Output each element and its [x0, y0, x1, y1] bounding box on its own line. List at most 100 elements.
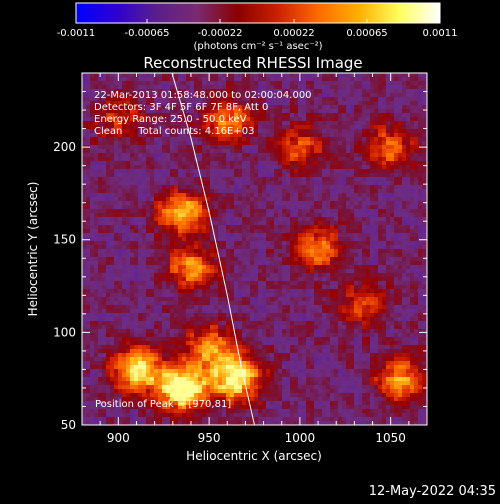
heatmap-cell: [174, 185, 178, 189]
heatmap-cell: [374, 109, 378, 113]
heatmap-cell: [414, 157, 418, 161]
heatmap-cell: [190, 161, 194, 165]
heatmap-cell: [82, 77, 86, 81]
heatmap-cell: [206, 253, 210, 257]
heatmap-cell: [418, 77, 422, 81]
heatmap-cell: [350, 185, 354, 189]
heatmap-cell: [386, 189, 390, 193]
heatmap-cell: [346, 269, 350, 273]
heatmap-cell: [98, 161, 102, 165]
heatmap-cell: [358, 253, 362, 257]
heatmap-cell: [394, 121, 398, 125]
heatmap-cell: [130, 141, 134, 145]
heatmap-cell: [330, 193, 334, 197]
heatmap-cell: [142, 201, 146, 205]
heatmap-cell: [358, 109, 362, 113]
heatmap-cell: [278, 201, 282, 205]
heatmap-cell: [134, 149, 138, 153]
heatmap-cell: [278, 289, 282, 293]
heatmap-cell: [338, 181, 342, 185]
heatmap-cell: [402, 277, 406, 281]
heatmap-cell: [406, 85, 410, 89]
heatmap-cell: [142, 225, 146, 229]
heatmap-cell: [82, 161, 86, 165]
heatmap-cell: [186, 85, 190, 89]
heatmap-cell: [326, 125, 330, 129]
heatmap-cell: [146, 161, 150, 165]
heatmap-cell: [150, 265, 154, 269]
heatmap-cell: [346, 249, 350, 253]
heatmap-cell: [154, 193, 158, 197]
heatmap-cell: [218, 205, 222, 209]
heatmap-cell: [246, 157, 250, 161]
heatmap-cell: [402, 261, 406, 265]
heatmap-cell: [330, 189, 334, 193]
heatmap-cell: [118, 177, 122, 181]
heatmap-cell: [186, 189, 190, 193]
heatmap-cell: [230, 285, 234, 289]
heatmap-cell: [330, 253, 334, 257]
heatmap-cell: [414, 249, 418, 253]
heatmap-cell: [374, 125, 378, 129]
heatmap-cell: [334, 133, 338, 137]
heatmap-cell: [234, 233, 238, 237]
heatmap-cell: [130, 301, 134, 305]
heatmap-cell: [406, 201, 410, 205]
heatmap-cell: [414, 277, 418, 281]
heatmap-cell: [398, 157, 402, 161]
heatmap-cell: [358, 117, 362, 121]
heatmap-cell: [266, 265, 270, 269]
heatmap-cell: [110, 237, 114, 241]
heatmap-cell: [314, 261, 318, 265]
heatmap-cell: [254, 229, 258, 233]
heatmap-cell: [334, 193, 338, 197]
heatmap-cell: [130, 285, 134, 289]
heatmap-cell: [146, 197, 150, 201]
heatmap-cell: [202, 241, 206, 245]
heatmap-cell: [266, 185, 270, 189]
heatmap-cell: [342, 125, 346, 129]
heatmap-cell: [414, 181, 418, 185]
heatmap-cell: [110, 185, 114, 189]
heatmap-cell: [338, 97, 342, 101]
heatmap-cell: [226, 281, 230, 285]
heatmap-cell: [122, 261, 126, 265]
heatmap-cell: [90, 293, 94, 297]
heatmap-cell: [166, 173, 170, 177]
heatmap-cell: [330, 181, 334, 185]
heatmap-cell: [402, 165, 406, 169]
heatmap-cell: [106, 137, 110, 141]
heatmap-cell: [138, 197, 142, 201]
heatmap-cell: [202, 261, 206, 265]
heatmap-cell: [378, 193, 382, 197]
heatmap-cell: [374, 153, 378, 157]
heatmap-cell: [318, 217, 322, 221]
heatmap-cell: [406, 145, 410, 149]
heatmap-cell: [222, 173, 226, 177]
heatmap-cell: [90, 177, 94, 181]
heatmap-cell: [242, 237, 246, 241]
heatmap-cell: [326, 137, 330, 141]
heatmap-cell: [282, 201, 286, 205]
heatmap-cell: [146, 225, 150, 229]
heatmap-cell: [294, 265, 298, 269]
heatmap-cell: [370, 193, 374, 197]
heatmap-cell: [302, 153, 306, 157]
heatmap-cell: [310, 85, 314, 89]
heatmap-cell: [210, 293, 214, 297]
heatmap-cell: [242, 245, 246, 249]
heatmap-cell: [122, 181, 126, 185]
heatmap-cell: [314, 253, 318, 257]
heatmap-cell: [250, 273, 254, 277]
heatmap-cell: [362, 193, 366, 197]
heatmap-cell: [290, 241, 294, 245]
heatmap-cell: [106, 153, 110, 157]
heatmap-cell: [174, 153, 178, 157]
heatmap-cell: [350, 297, 354, 301]
heatmap-cell: [162, 205, 166, 209]
heatmap-cell: [366, 249, 370, 253]
heatmap-cell: [274, 213, 278, 217]
heatmap-cell: [402, 281, 406, 285]
heatmap-cell: [362, 153, 366, 157]
heatmap-cell: [178, 213, 182, 217]
